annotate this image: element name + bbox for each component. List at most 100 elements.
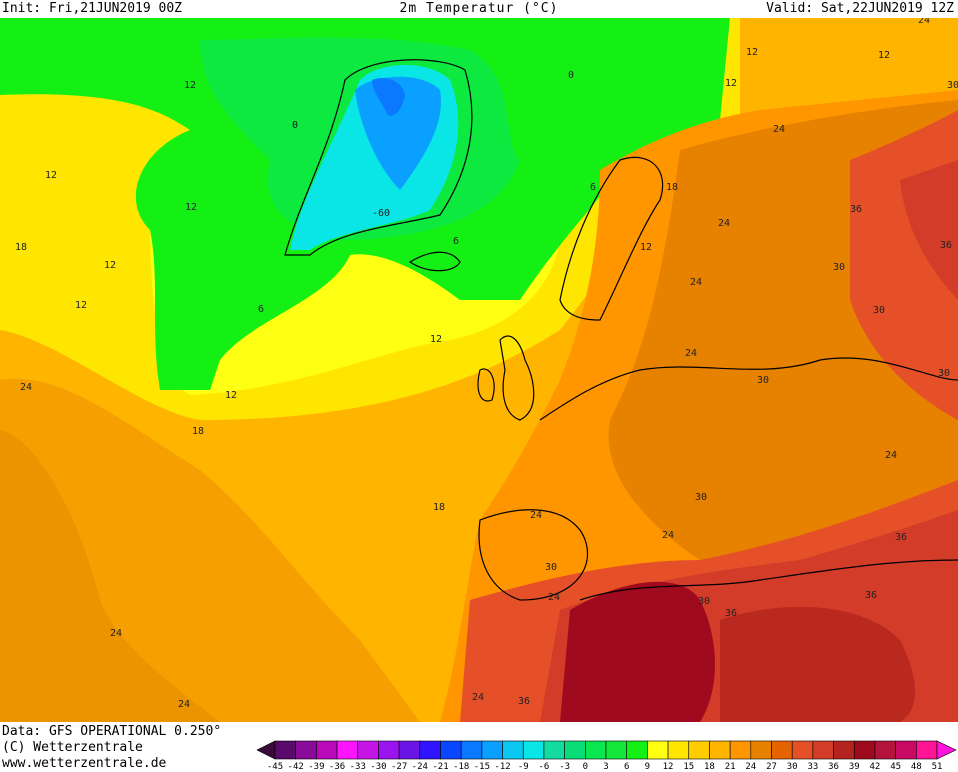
legend-tick-label: -27 (391, 762, 407, 770)
legend-box (605, 740, 627, 760)
contour-label: 30 (938, 368, 950, 379)
contour-label: 24 (548, 592, 560, 603)
legend-above-arrow (936, 740, 957, 760)
legend-box (812, 740, 834, 760)
legend-box (895, 740, 917, 760)
legend-tick-label: 33 (807, 762, 818, 770)
legend-tick-label: 30 (787, 762, 798, 770)
contour-label: 18 (433, 502, 445, 513)
legend-tick-label: 39 (849, 762, 860, 770)
legend-box (295, 740, 317, 760)
contour-label: 24 (690, 277, 702, 288)
legend-tick-label: -24 (412, 762, 428, 770)
legend-box (502, 740, 524, 760)
legend-tick-label: 12 (663, 762, 674, 770)
contour-label: 36 (518, 696, 530, 707)
legend-box (585, 740, 607, 760)
map-title: 2m Temperatur (°C) (399, 1, 559, 16)
legend-box (378, 740, 400, 760)
contour-label: 12 (75, 300, 87, 311)
legend-box (440, 740, 462, 760)
legend-tick-label: -30 (370, 762, 386, 770)
contour-label: 24 (662, 530, 674, 541)
contour-label: 36 (865, 590, 877, 601)
contour-labels: 12 12 12 18 12 6 0 0 -60 6 6 12 12 12 12 24 24 12 18 24 24 30… (15, 18, 958, 710)
website-link[interactable]: www.wetterzentrale.de (2, 756, 167, 771)
legend-tick-label: 15 (683, 762, 694, 770)
coastline-europe (478, 357, 958, 601)
legend-tick-label: -3 (559, 762, 570, 770)
contour-label: 30 (873, 305, 885, 316)
legend-boxes (256, 740, 957, 760)
greenland-ice-cold (355, 76, 441, 190)
legend-tick-label: -39 (308, 762, 324, 770)
legend-box (460, 740, 483, 760)
contour-label: 36 (725, 608, 737, 619)
copyright: (C) Wetterzentrale (2, 740, 143, 755)
temperature-map: 12 12 12 18 12 6 0 0 -60 6 6 12 12 12 12 24 24 12 18 24 24 30… (0, 18, 958, 722)
contour-label: 12 (725, 78, 737, 89)
legend-tick-label: 48 (911, 762, 922, 770)
contour-label: 24 (718, 218, 730, 229)
legend-box (791, 740, 814, 760)
legend-box (419, 740, 441, 760)
contour-label: 36 (895, 532, 907, 543)
contour-label: 24 (885, 450, 897, 461)
legend-box (564, 740, 586, 760)
legend-box (771, 740, 793, 760)
legend-tick-label: 6 (624, 762, 629, 770)
contour-label: 6 (453, 236, 459, 247)
legend-box (543, 740, 565, 760)
coastline-iceland (408, 251, 461, 272)
contour-label: 24 (110, 628, 122, 639)
valid-time: Valid: Sat,22JUN2019 12Z (766, 1, 954, 16)
contour-label: -60 (372, 208, 390, 219)
legend-box (916, 740, 938, 760)
contour-label: 12 (45, 170, 57, 181)
legend-tick-label: 42 (870, 762, 881, 770)
legend-tick-label: -12 (494, 762, 510, 770)
color-legend: -45 -42 -39 -36 -33 -30 -27 -24 -21 -18 -15 -12 -9 -6… (256, 740, 957, 770)
legend-tick-label: 27 (766, 762, 777, 770)
legend-tick-label: 21 (725, 762, 736, 770)
legend-tick-label: -33 (350, 762, 366, 770)
coastline-greenland (284, 59, 473, 256)
contour-label: 12 (878, 50, 890, 61)
legend-box (688, 740, 710, 760)
contour-label: 30 (757, 375, 769, 386)
contour-label: 36 (940, 240, 952, 251)
legend-tick-label: -45 (267, 762, 283, 770)
contour-label: 24 (178, 699, 190, 710)
legend-box (729, 740, 752, 760)
field-39-42-sahara (560, 581, 715, 722)
legend-box (750, 740, 772, 760)
field-33-36-east (900, 160, 958, 300)
legend-tick-label: 9 (645, 762, 650, 770)
contour-label: 24 (773, 124, 785, 135)
contour-label: 6 (258, 304, 264, 315)
contour-label: 24 (472, 692, 484, 703)
contour-label: 30 (833, 262, 845, 273)
contour-label: 12 (185, 202, 197, 213)
legend-box (481, 740, 503, 760)
contour-label: 0 (568, 70, 574, 81)
contour-label: 24 (685, 348, 697, 359)
legend-box (274, 740, 296, 760)
contour-label: 18 (192, 426, 204, 437)
legend-tick-label: 18 (704, 762, 715, 770)
legend-box (853, 740, 876, 760)
init-time: Init: Fri,21JUN2019 00Z (2, 1, 183, 16)
legend-box (357, 740, 379, 760)
legend-tick-label: 3 (603, 762, 608, 770)
coastline-scandinavia (559, 156, 664, 321)
contour-label: 12 (640, 242, 652, 253)
legend-box (398, 740, 421, 760)
contour-label: 0 (292, 120, 298, 131)
coastlines (284, 59, 958, 601)
contour-label: 24 (918, 18, 930, 26)
legend-tick-label: 36 (828, 762, 839, 770)
contour-label: 30 (947, 80, 958, 91)
legend-tick-label: -15 (474, 762, 490, 770)
contour-label: 12 (746, 47, 758, 58)
legend-tick-label: 51 (932, 762, 943, 770)
